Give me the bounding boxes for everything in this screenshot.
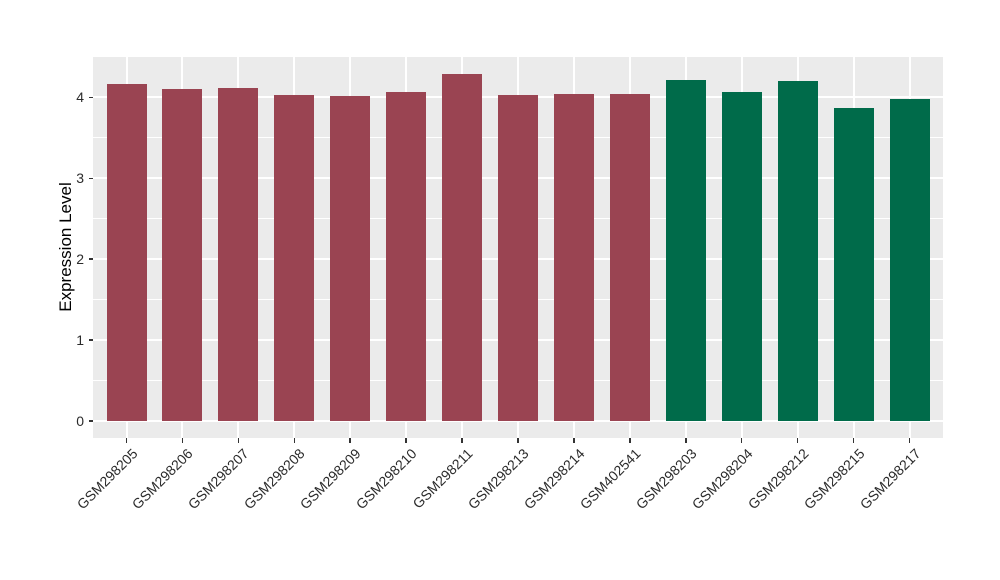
y-tick-label: 2 (76, 251, 84, 268)
plot-panel (93, 57, 943, 438)
y-tick-label: 4 (76, 89, 84, 106)
bar (721, 91, 762, 421)
bar (106, 83, 147, 421)
y-tick-label: 1 (76, 332, 84, 349)
y-tick-label: 3 (76, 170, 84, 187)
y-axis-title: Expression Level (56, 182, 75, 312)
y-tick (88, 258, 93, 260)
bar (609, 94, 650, 421)
y-tick (88, 339, 93, 341)
bar (665, 80, 706, 421)
x-tick (461, 438, 463, 443)
x-tick (740, 438, 743, 443)
bar (889, 99, 930, 421)
bar (162, 89, 203, 421)
x-tick (125, 438, 128, 443)
y-tick (88, 96, 93, 99)
x-tick (293, 438, 296, 443)
x-tick (908, 438, 911, 443)
x-tick (629, 438, 631, 443)
x-tick (517, 438, 519, 443)
bar (330, 95, 371, 421)
x-tick (685, 438, 687, 443)
bar (442, 73, 483, 421)
x-tick (181, 438, 184, 443)
y-tick (88, 177, 93, 180)
x-tick (796, 438, 799, 443)
bar (833, 107, 874, 421)
y-tick (88, 420, 93, 422)
bar (386, 91, 427, 421)
bar (777, 81, 818, 421)
bar (498, 94, 538, 421)
bar (553, 94, 594, 421)
x-tick (405, 438, 407, 443)
x-tick (237, 438, 240, 443)
x-tick (573, 438, 575, 443)
x-tick (349, 438, 351, 443)
y-tick-label: 0 (76, 413, 84, 429)
bar (218, 87, 259, 421)
x-tick (852, 438, 855, 443)
bar (274, 94, 315, 421)
